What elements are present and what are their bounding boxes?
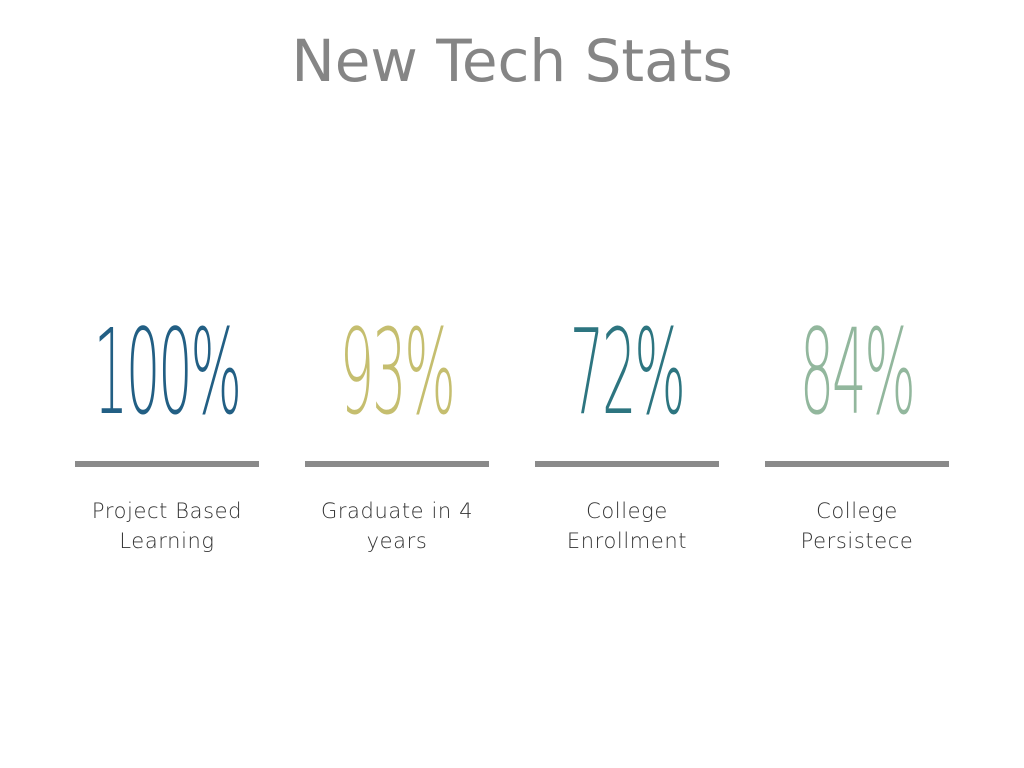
stat-value: 84% [800, 303, 916, 441]
slide-title: New Tech Stats [291, 27, 733, 95]
stat-label-line: College [816, 499, 898, 523]
stat-divider [535, 461, 719, 467]
stat-value: 100% [94, 303, 242, 441]
stat-value: 72% [570, 303, 686, 441]
stat-graduate-in-4-years: 93% Graduate in 4 years [305, 310, 489, 553]
stat-divider [305, 461, 489, 467]
stat-value-container: 93% [305, 310, 489, 434]
stat-divider [765, 461, 949, 467]
stat-label: College Enrollment [529, 496, 725, 556]
stat-project-based-learning: 100% Project Based Learning [75, 310, 259, 553]
stat-college-persistence: 84% College Persistece [765, 310, 949, 553]
stat-value-container: 100% [75, 310, 259, 434]
stat-label-line: Graduate in 4 [320, 499, 474, 523]
stat-college-enrollment: 72% College Enrollment [535, 310, 719, 553]
stat-label: College Persistece [759, 496, 955, 556]
stat-label-line: Persistece [800, 529, 914, 553]
stat-label: Graduate in 4 years [299, 496, 495, 556]
stat-label-line: Enrollment [566, 529, 688, 553]
stat-value-container: 72% [535, 310, 719, 434]
stat-label-line: Project Based [91, 499, 243, 523]
stat-divider [75, 461, 259, 467]
stat-label-line: College [586, 499, 668, 523]
stat-label-line: years [366, 529, 428, 553]
stat-label-line: Learning [119, 529, 215, 553]
stat-value: 93% [340, 303, 456, 441]
stat-value-container: 84% [765, 310, 949, 434]
stat-label: Project Based Learning [69, 496, 265, 556]
